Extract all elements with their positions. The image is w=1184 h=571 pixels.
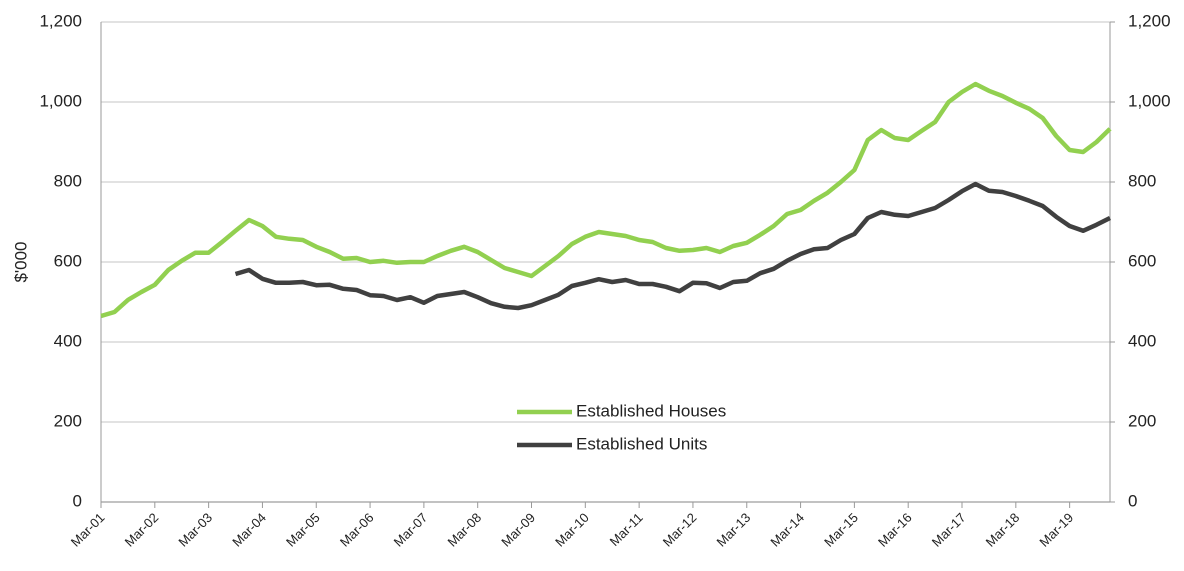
x-tick-label: Mar-16 [875,510,915,550]
x-tick-label: Mar-01 [68,510,108,550]
legend-label: Established Houses [576,401,726,420]
x-tick-label: Mar-18 [983,510,1023,550]
y2-tick-label: 600 [1128,251,1156,270]
x-tick-label: Mar-12 [660,510,700,550]
y-tick-label: 200 [54,411,82,430]
series-line [234,181,1112,311]
y-tick-label: 1,200 [39,11,82,30]
y2-tick-label: 400 [1128,331,1156,350]
y2-tick-label: 1,200 [1128,11,1171,30]
x-tick-label: Mar-04 [229,510,269,550]
y-tick-label: 600 [54,251,82,270]
y-tick-label: 400 [54,331,82,350]
x-tick-label: Mar-17 [929,510,969,550]
x-tick-label: Mar-03 [175,510,215,550]
y2-tick-label: 200 [1128,411,1156,430]
y-tick-label: 800 [54,171,82,190]
y-axis-label: $'000 [11,241,30,282]
legend-label: Established Units [576,434,707,453]
x-tick-label: Mar-14 [767,510,807,550]
x-tick-label: Mar-19 [1036,510,1076,550]
x-tick-label: Mar-06 [337,510,377,550]
series-line [100,81,1112,319]
y2-tick-label: 0 [1128,491,1137,510]
x-tick-label: Mar-02 [122,510,162,550]
y-tick-label: 0 [73,491,82,510]
x-tick-label: Mar-07 [391,510,431,550]
y2-tick-label: 800 [1128,171,1156,190]
x-tick-label: Mar-15 [821,510,861,550]
x-tick-label: Mar-10 [552,510,592,550]
y2-tick-label: 1,000 [1128,91,1171,110]
x-tick-label: Mar-08 [445,510,485,550]
x-tick-label: Mar-11 [607,510,646,549]
x-tick-label: Mar-09 [498,510,538,550]
x-tick-label: Mar-13 [714,510,754,550]
x-tick-label: Mar-05 [283,510,323,550]
y-tick-label: 1,000 [39,91,82,110]
